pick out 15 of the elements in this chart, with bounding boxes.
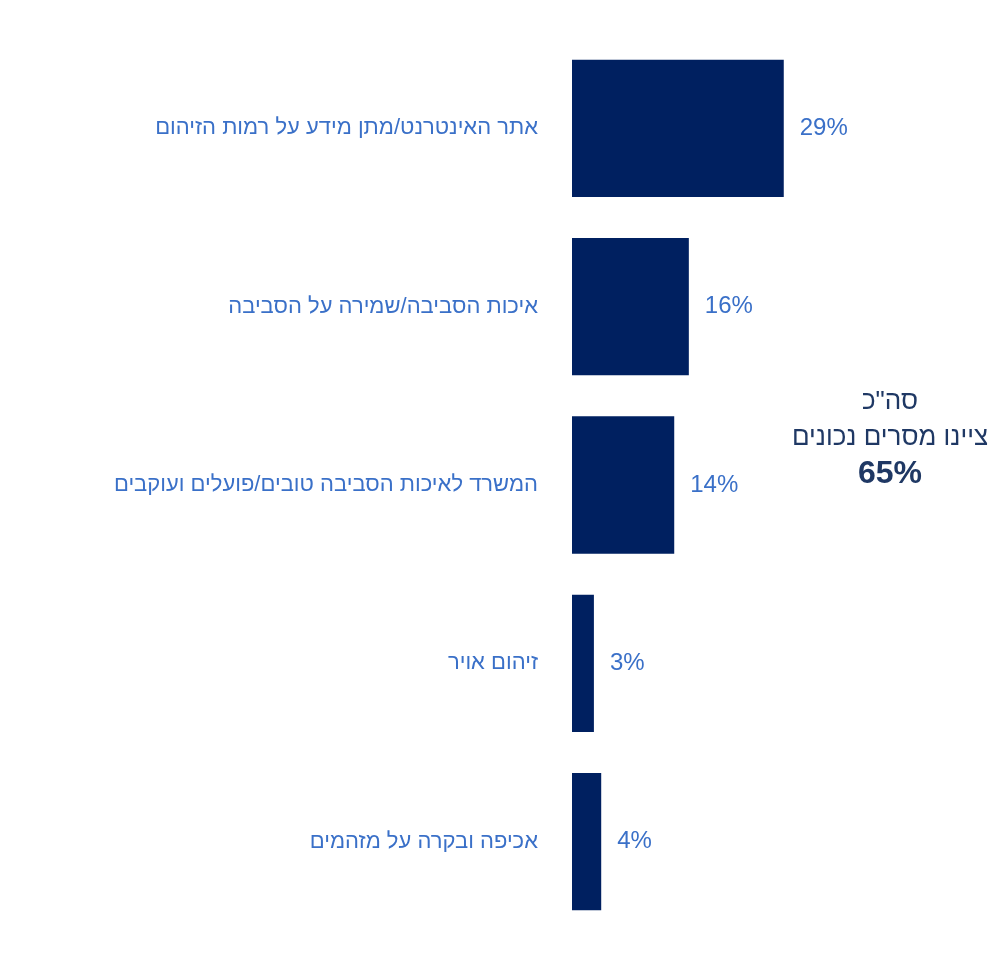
y-tick-label: זיהום אויר xyxy=(447,649,538,675)
data-label: 29% xyxy=(799,112,848,140)
bar xyxy=(572,59,784,198)
data-label: 16% xyxy=(704,291,753,319)
bar xyxy=(572,416,675,554)
y-tick-label: איכות הסביבה/שמירה על הסביבה xyxy=(228,292,539,318)
y-tick-label: המשרד לאיכות הסביבה טובים/פועלים ועוקבים xyxy=(113,471,538,497)
data-label: 14% xyxy=(690,469,739,497)
bar xyxy=(572,594,594,732)
bar xyxy=(572,238,689,376)
data-label: 4% xyxy=(617,826,652,854)
bar xyxy=(572,772,602,911)
y-tick-label: אתר האינטרנט/מתן מידע על רמות הזיהום xyxy=(155,114,539,140)
y-tick-label: אכיפה ובקרה על מזהמים xyxy=(309,827,539,853)
data-label: 3% xyxy=(609,647,645,675)
